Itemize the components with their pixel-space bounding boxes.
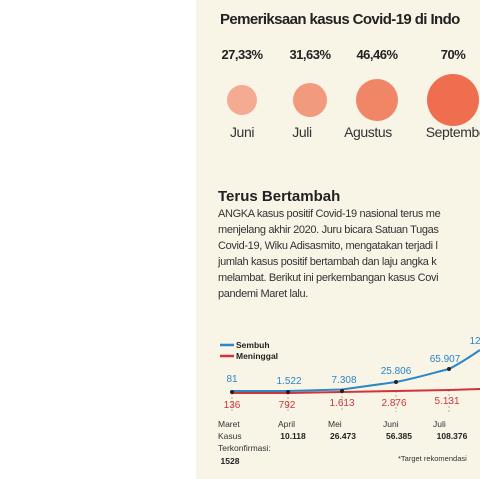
circle bbox=[356, 79, 398, 121]
percentage: 27,33% bbox=[221, 47, 263, 62]
deaths-label: 1.613 bbox=[329, 398, 355, 409]
recovered-label: 12 bbox=[469, 336, 480, 347]
recovered-label: 1.522 bbox=[276, 376, 302, 387]
recovered-label: 25.806 bbox=[380, 366, 412, 377]
paragraph-line: ANGKA kasus positif Covid-19 nasional te… bbox=[218, 208, 441, 220]
month: Juni bbox=[229, 124, 255, 140]
footnote: *Target rekomendasi bbox=[398, 454, 467, 463]
month: Maret bbox=[218, 419, 240, 429]
infographic-panel: Pemeriksaan kasus Covid-19 di Indo 27,33… bbox=[196, 0, 480, 479]
percentage: 46,46% bbox=[356, 47, 398, 62]
percentage: 70% bbox=[440, 47, 466, 62]
circle bbox=[427, 74, 479, 126]
percentage: 31,63% bbox=[289, 47, 331, 62]
paragraph-line: pandemi Maret lalu. bbox=[218, 288, 308, 300]
month: April bbox=[278, 419, 296, 429]
month: Septembe bbox=[425, 124, 480, 140]
month: Juli bbox=[292, 124, 312, 140]
confirmed-value: 108.376 bbox=[436, 431, 468, 441]
month: Juni bbox=[383, 419, 399, 429]
deaths-label: 792 bbox=[278, 400, 296, 411]
legend-entry: Sembuh bbox=[236, 340, 270, 350]
deaths-label: 5.131 bbox=[434, 396, 460, 407]
deaths-label: 2.876 bbox=[381, 398, 407, 409]
paragraph-line: melambat. Berikut ini perkembangan kasus… bbox=[218, 272, 439, 284]
points bbox=[230, 367, 451, 394]
recovered-label: 65.907 bbox=[429, 354, 461, 365]
confirmed-value: 56.385 bbox=[386, 431, 412, 441]
confirmed-value: 26.473 bbox=[330, 431, 356, 441]
heading: Terus Bertambah bbox=[218, 188, 341, 205]
guides bbox=[231, 390, 450, 412]
title: Pemeriksaan kasus Covid-19 di Indo bbox=[220, 11, 460, 28]
circle bbox=[293, 83, 327, 117]
paragraph-line: menjelang akhir 2020. Juru bicara Satuan… bbox=[218, 224, 439, 236]
confirmed-label: Kasus bbox=[218, 431, 242, 441]
circle bbox=[227, 85, 257, 115]
month: Mei bbox=[328, 419, 342, 429]
paragraph-line: jumlah kasus positif bertambah dan laju … bbox=[218, 256, 437, 268]
confirmed-value: 1528 bbox=[220, 456, 240, 466]
recovered-label: 81 bbox=[226, 374, 238, 385]
graphics bbox=[220, 74, 480, 412]
deaths-label: 136 bbox=[223, 400, 241, 411]
confirmed-value: 10.118 bbox=[280, 431, 306, 441]
month: Agustus bbox=[344, 124, 392, 140]
legend-entry: Meninggal bbox=[236, 351, 279, 361]
confirmed-label: Terkonfirmasi: bbox=[218, 443, 271, 453]
recovered-label: 7.308 bbox=[331, 375, 357, 386]
month: Juli bbox=[433, 419, 446, 429]
paragraph-line: Covid-19, Wiku Adisasmito, mengatakan te… bbox=[218, 240, 438, 252]
deaths-line bbox=[232, 388, 480, 394]
